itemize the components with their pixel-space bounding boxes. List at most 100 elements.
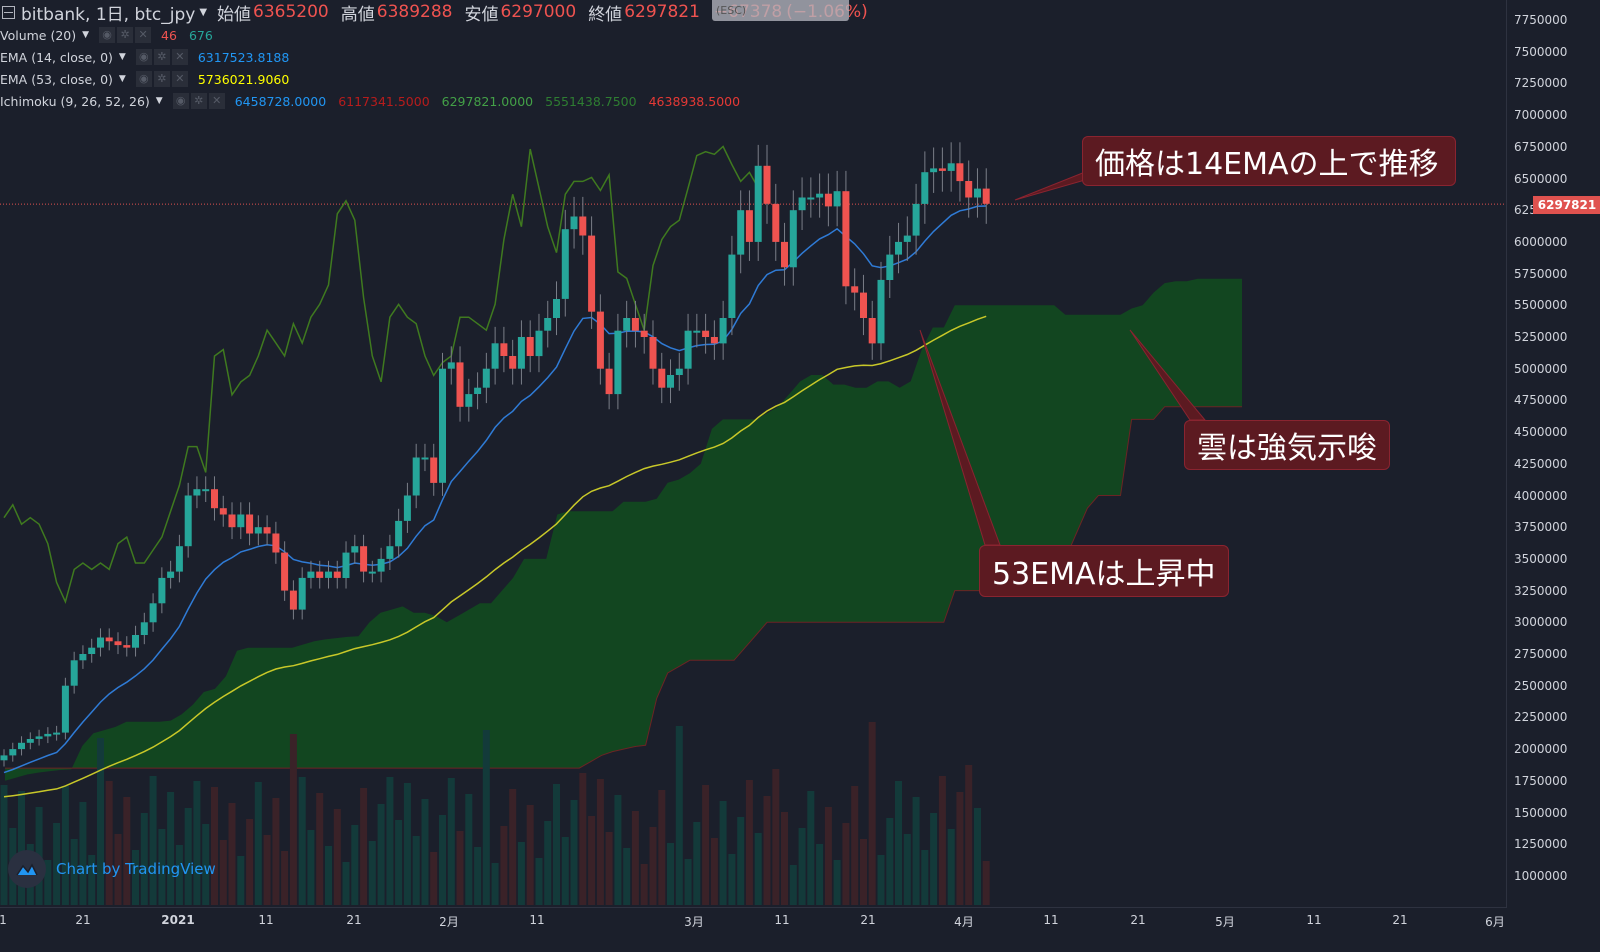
chevron-down-icon[interactable]: ▼ [199,6,208,18]
candle-body [307,571,315,578]
candle-body [351,546,359,553]
candle-body [70,660,78,686]
volume-bar [816,844,824,905]
close-value: 6297821 [624,2,700,22]
volume-bar [719,801,727,905]
indicator-value: 6297821.0000 [441,93,534,109]
volume-bar [702,785,710,905]
candle-body [430,457,438,483]
candle-body [465,394,473,407]
volume-bar [649,827,657,905]
price-tick: 3750000 [1514,520,1568,535]
volume-bar [526,805,534,905]
chevron-down-icon[interactable]: ▼ [155,96,163,106]
low-value: 6297000 [500,2,577,22]
collapse-legend-icon[interactable] [2,5,15,19]
volume-bar [921,850,929,905]
price-tick: 4750000 [1514,393,1568,408]
candle-body [579,216,587,236]
volume-bar [860,839,867,905]
price-chart[interactable] [0,0,1506,908]
gear-icon[interactable]: ✲ [153,49,170,65]
candle-body [184,495,192,547]
gear-icon[interactable]: ✲ [153,71,170,87]
volume-bar [70,839,78,905]
candle-body [974,188,981,198]
volume-bar [149,776,157,905]
ichimoku-cloud [5,278,1242,781]
candle-body [526,337,534,356]
candle-body [623,318,631,331]
annotation-cloud-bullish[interactable]: 雲は強気示唆 [1184,420,1390,470]
candle-body [570,216,578,230]
volume-bar [605,832,613,905]
open-value: 6365200 [253,2,329,22]
candle-body [97,637,104,648]
volume-bar [403,783,411,905]
callout-pointer [1014,171,1086,201]
candle-body [123,645,131,648]
candle-body [61,685,69,733]
candle-body [500,343,508,356]
candle-body [947,163,955,171]
close-icon[interactable]: ✕ [171,49,188,65]
gear-icon[interactable]: ✲ [190,93,207,109]
candle-body [412,457,420,496]
candle-body [535,330,543,357]
price-tick: 3250000 [1514,583,1568,598]
annotation-text: 雲は強気示唆 [1197,431,1377,466]
candle-body [754,165,762,242]
candle-body [158,577,166,604]
volume-bar [439,815,446,905]
volume-bar [281,851,289,905]
chevron-down-icon[interactable]: ▼ [118,52,126,62]
chevron-down-icon[interactable]: ▼ [118,74,126,84]
gear-icon[interactable]: ✲ [117,27,134,43]
price-tick: 4000000 [1514,488,1568,503]
volume-bar [517,842,525,905]
candle-body [114,641,122,646]
annotation-53ema-rising[interactable]: 53EMAは上昇中 [979,545,1229,597]
volume-bar [693,822,701,905]
tradingview-watermark[interactable]: Chart by TradingView [8,850,216,888]
price-axis[interactable] [1506,0,1600,908]
candle-body [693,330,701,333]
candle-body [246,514,254,534]
indicator-name[interactable]: EMA (14, close, 0) [0,49,113,65]
volume-bar [947,829,955,905]
esc-tooltip: (ESC) [712,0,849,21]
candle-body [728,254,736,318]
volume-bar [360,788,368,905]
eye-icon[interactable]: ◉ [172,93,189,109]
chevron-down-icon[interactable]: ▼ [82,30,90,40]
indicator-value: 6117341.5000 [338,93,430,109]
time-tick: 11 [774,913,790,927]
candle-body [0,755,8,761]
candle-body [816,193,824,198]
volume-bar [193,781,201,905]
time-tick: 11 [258,913,274,927]
close-icon[interactable]: ✕ [135,27,152,43]
close-icon[interactable]: ✕ [208,93,225,109]
volume-bar [833,860,841,905]
volume-bar [123,797,131,905]
indicator-name[interactable]: EMA (53, close, 0) [0,71,113,87]
price-tick: 2750000 [1514,647,1568,661]
annotation-price-above-14ema[interactable]: 価格は14EMAの上で推移 [1082,136,1456,186]
low-label: 安値 [464,4,499,25]
eye-icon[interactable]: ◉ [135,49,152,65]
symbol-title[interactable]: bitbank, 1日, btc_jpy [21,4,196,25]
volume-bar [903,834,911,905]
candle-body [640,330,648,337]
candle-body [895,241,902,255]
eye-icon[interactable]: ◉ [99,27,116,43]
indicator-name[interactable]: Ichimoku (9, 26, 52, 26) [0,93,150,109]
candle-body [342,552,350,578]
volume-bar [61,786,69,905]
candle-body [211,489,218,509]
volume-bar [631,811,639,905]
chikou-span [3,145,759,605]
close-icon[interactable]: ✕ [171,71,188,87]
indicator-name[interactable]: Volume (20) [0,27,77,43]
eye-icon[interactable]: ◉ [135,71,152,87]
